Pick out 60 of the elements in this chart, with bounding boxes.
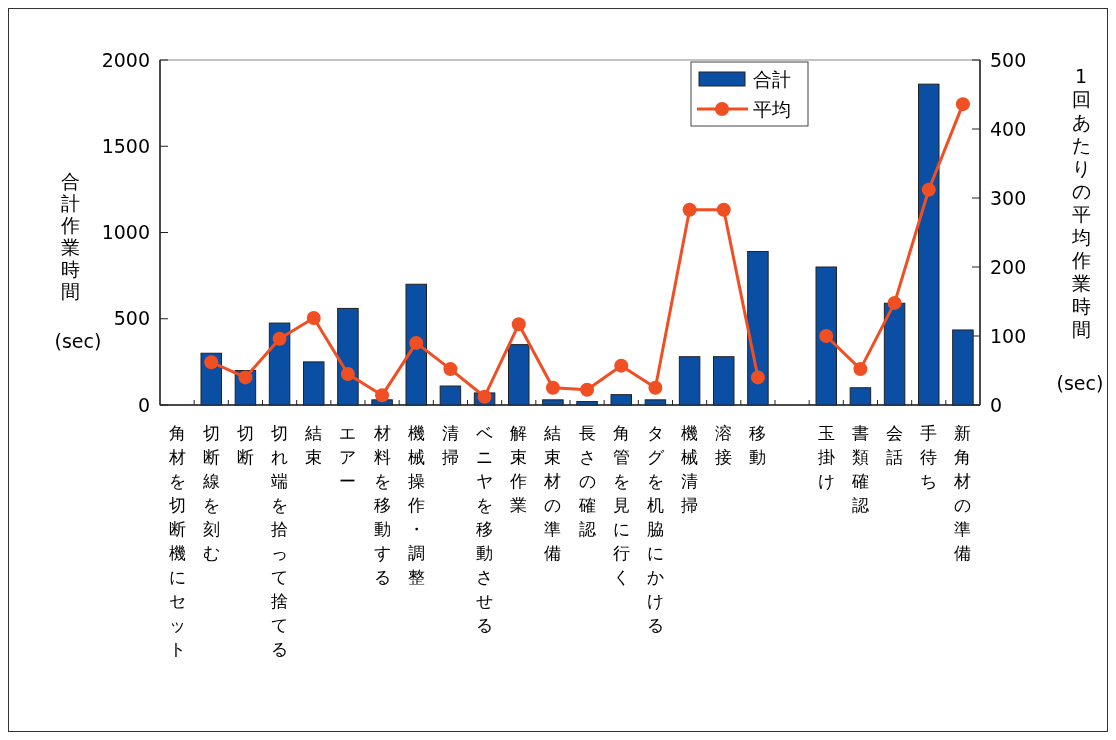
point bbox=[340, 366, 355, 381]
point bbox=[887, 295, 902, 310]
point bbox=[716, 202, 731, 217]
text: 1回あたりの平均作業時間(sec) bbox=[1056, 65, 1104, 394]
x-tick-label: 切断 bbox=[236, 423, 254, 467]
x-tick-label: 手待ち bbox=[920, 423, 938, 491]
y2-tick-label: 300 bbox=[990, 186, 1027, 209]
x-tick-label: 角管を見に行く bbox=[612, 423, 630, 587]
point bbox=[409, 335, 424, 350]
text: 合計作業時間(sec) bbox=[54, 170, 102, 352]
x-tick-label: 結束材の準備 bbox=[543, 423, 562, 563]
point bbox=[580, 382, 595, 397]
category-label: タグを机脇にかける bbox=[646, 423, 664, 635]
point bbox=[443, 362, 458, 377]
x-tick-label: 溶接 bbox=[715, 423, 733, 467]
point bbox=[545, 380, 560, 395]
y2-tick-label: 0 bbox=[990, 393, 1003, 416]
y-tick-label: 500 bbox=[113, 307, 150, 330]
x-tick-label: 機械清掃 bbox=[681, 423, 699, 515]
x-tick-label: 機械操作・調整 bbox=[406, 423, 425, 587]
point bbox=[955, 97, 970, 112]
point bbox=[511, 317, 526, 332]
y-tick-label: 2000 bbox=[101, 48, 150, 71]
category-label: ベニヤを移動させる bbox=[476, 423, 494, 635]
y-tick-label: 0 bbox=[137, 393, 150, 416]
point bbox=[921, 182, 936, 197]
x-tick-label: 解束作業 bbox=[509, 423, 528, 515]
category-label: 切れ端を拾って捨てる bbox=[271, 423, 289, 659]
point bbox=[853, 362, 868, 377]
point bbox=[750, 370, 765, 385]
point bbox=[272, 331, 287, 346]
x-tick-label: 玉掛け bbox=[817, 423, 835, 491]
x-tick-label: 書類確認 bbox=[850, 423, 869, 515]
y2-tick-label: 100 bbox=[990, 324, 1027, 347]
x-tick-label: 新角材の準備 bbox=[953, 423, 972, 563]
x-tick-label: 結束 bbox=[304, 423, 323, 467]
legend-label: 平均 bbox=[753, 97, 791, 120]
point bbox=[819, 329, 834, 343]
y-tick-label: 1500 bbox=[101, 134, 150, 157]
x-tick-label: 移動 bbox=[749, 423, 767, 467]
x-tick-label: 切断線を刻む bbox=[201, 423, 220, 563]
point bbox=[306, 311, 321, 326]
y2-tick-label: 500 bbox=[990, 48, 1027, 71]
point bbox=[204, 355, 219, 370]
point bbox=[477, 389, 492, 404]
point bbox=[375, 388, 390, 403]
point bbox=[238, 370, 253, 385]
x-tick-label: エアー bbox=[339, 423, 357, 491]
y2-tick-label: 200 bbox=[990, 255, 1027, 278]
y2-tick-label: 400 bbox=[990, 117, 1027, 140]
point bbox=[648, 380, 663, 395]
x-tick-label: 材料を移動する bbox=[372, 423, 391, 587]
category-label: 角材を切断機にセット bbox=[168, 423, 186, 659]
x-tick-label: 会話 bbox=[886, 423, 904, 467]
legend-label: 合計 bbox=[753, 67, 791, 90]
y-tick-label: 1000 bbox=[101, 221, 150, 244]
point bbox=[614, 358, 629, 373]
point bbox=[682, 202, 697, 217]
x-tick-label: 清掃 bbox=[441, 423, 459, 467]
x-tick-label: 長さの確認 bbox=[577, 423, 596, 539]
